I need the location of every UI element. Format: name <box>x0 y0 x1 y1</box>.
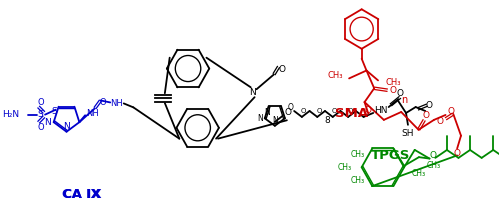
Text: O: O <box>278 65 285 74</box>
Text: O: O <box>426 101 432 110</box>
Text: O: O <box>38 98 44 107</box>
Text: N: N <box>63 122 70 131</box>
Text: O: O <box>38 123 44 132</box>
Text: O: O <box>423 111 430 120</box>
Text: O: O <box>316 108 322 114</box>
Text: SH: SH <box>402 129 414 138</box>
Text: O: O <box>99 98 106 107</box>
Text: O: O <box>454 149 460 158</box>
Text: O: O <box>301 108 306 114</box>
Text: O: O <box>332 108 338 114</box>
Text: NH: NH <box>86 109 99 118</box>
Text: CH₃: CH₃ <box>338 163 352 172</box>
Text: O: O <box>430 151 437 160</box>
Text: CH₃: CH₃ <box>412 169 426 178</box>
Text: CA IX: CA IX <box>63 188 100 201</box>
Text: HN: HN <box>374 105 388 114</box>
Text: O: O <box>288 103 293 112</box>
Text: CH₃: CH₃ <box>350 176 364 185</box>
Text: N: N <box>257 114 263 123</box>
Text: S: S <box>51 107 57 116</box>
Text: CH₃: CH₃ <box>328 71 344 80</box>
Text: S: S <box>38 110 43 119</box>
Text: n: n <box>401 95 407 105</box>
Text: H₂N: H₂N <box>2 110 19 119</box>
Text: CA IX: CA IX <box>62 188 102 201</box>
Text: SMA: SMA <box>335 107 368 120</box>
Text: O: O <box>396 89 404 98</box>
Text: CH₃: CH₃ <box>426 160 441 170</box>
Text: N: N <box>250 88 256 97</box>
Text: O: O <box>348 108 353 114</box>
Text: O: O <box>436 117 444 126</box>
Text: N: N <box>44 118 52 127</box>
Text: O: O <box>448 107 455 116</box>
Text: CH₃: CH₃ <box>350 150 364 159</box>
Text: NH: NH <box>110 99 122 108</box>
Text: N: N <box>272 116 278 125</box>
Text: 8: 8 <box>324 116 330 125</box>
Text: CH₃: CH₃ <box>386 78 402 87</box>
Text: N: N <box>264 108 270 117</box>
Text: O: O <box>390 86 397 95</box>
Text: TPGS: TPGS <box>370 149 410 162</box>
Text: O: O <box>365 105 372 114</box>
Text: O: O <box>285 109 292 118</box>
